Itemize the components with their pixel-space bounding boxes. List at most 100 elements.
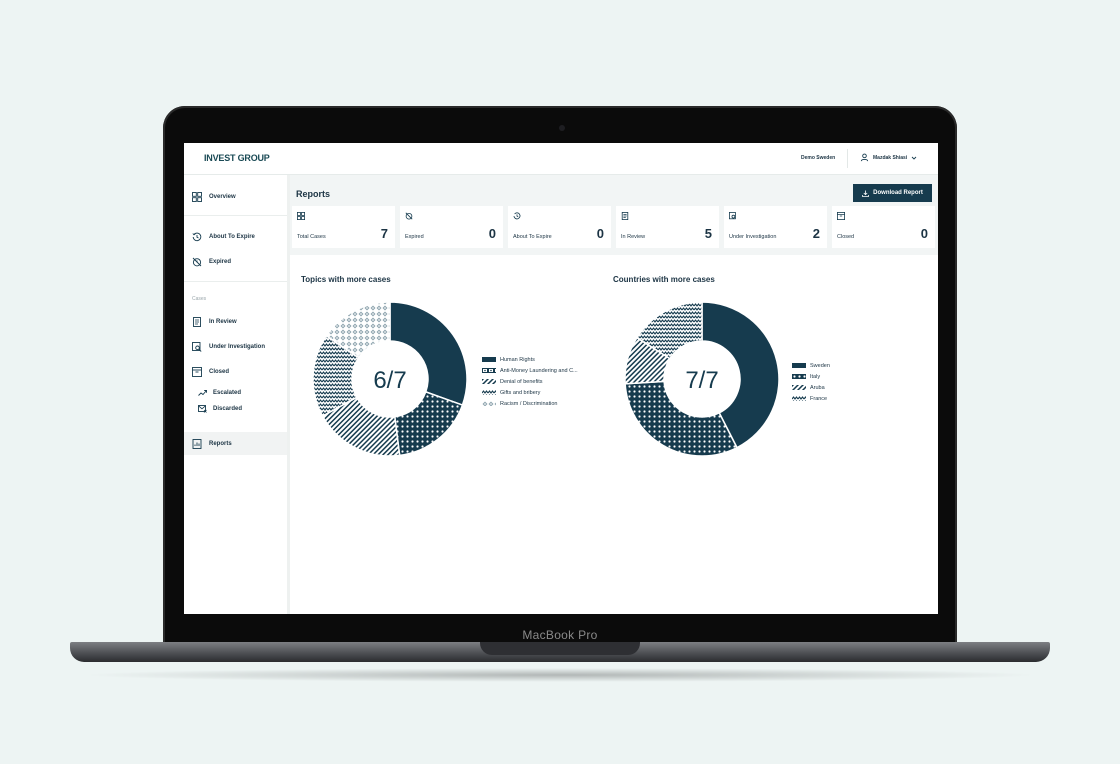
stat-label: About To Expire: [513, 234, 552, 240]
expired-icon: [192, 257, 202, 267]
donut-center-label: 6/7: [373, 367, 406, 394]
grid-icon: [297, 212, 305, 220]
legend-label: Italy: [810, 373, 821, 380]
legend-item-human-rights[interactable]: Human Rights: [482, 354, 578, 365]
stat-card-expired[interactable]: Expired 0: [400, 206, 503, 248]
app-screen: INVEST GROUP Demo Sweden Mazdak Shiasi O…: [184, 143, 938, 614]
history-icon: [513, 212, 521, 220]
download-icon: [862, 190, 870, 197]
legend-swatch: [482, 390, 496, 395]
user-menu[interactable]: Mazdak Shiasi: [860, 153, 917, 162]
legend-swatch: [482, 379, 496, 384]
donut-slice-sweden[interactable]: [701, 301, 780, 449]
stat-card-closed[interactable]: Closed 0: [832, 206, 935, 248]
stat-value: 0: [920, 226, 928, 241]
donut-slice-human-rights[interactable]: [389, 301, 468, 407]
camera: [559, 125, 565, 131]
legend-item-italy[interactable]: Italy: [792, 371, 830, 382]
donut-slice-italy[interactable]: [624, 380, 738, 457]
sidebar-divider: [184, 215, 287, 216]
legend-label: Aruba: [810, 384, 825, 391]
legend-label: Denial of benefits: [500, 378, 543, 385]
legend-label: Racism / Discrimination: [500, 400, 558, 407]
brand-logo[interactable]: INVEST GROUP: [204, 153, 270, 163]
stat-label: In Review: [621, 234, 646, 240]
stat-card-total-cases[interactable]: Total Cases 7: [292, 206, 395, 248]
sidebar-item-label: About To Expire: [209, 234, 255, 240]
sidebar-item-closed[interactable]: Closed: [192, 367, 229, 377]
download-report-button[interactable]: Download Report: [853, 184, 932, 202]
donut-slice-anti-money-laundering-and-c[interactable]: [393, 390, 464, 457]
grid-icon: [192, 192, 202, 202]
document-icon: [621, 212, 629, 220]
trending-up-icon: [198, 390, 207, 396]
legend-item-france[interactable]: France: [792, 393, 830, 404]
laptop-brand-label: MacBook Pro: [522, 628, 598, 642]
top-bar: INVEST GROUP Demo Sweden Mazdak Shiasi: [184, 143, 938, 175]
sidebar-item-discarded[interactable]: Discarded: [198, 405, 242, 413]
sidebar-item-label: Expired: [209, 259, 232, 265]
stat-value: 0: [488, 226, 496, 241]
sidebar-item-label: Closed: [209, 369, 230, 375]
legend-swatch: [792, 363, 806, 368]
legend-item-aruba[interactable]: Aruba: [792, 382, 830, 393]
donut-center-label: 7/7: [685, 367, 718, 394]
legend-swatch: [482, 368, 496, 373]
history-icon: [192, 232, 202, 242]
expired-icon: [405, 212, 413, 220]
laptop-shadow: [80, 668, 1040, 682]
donut-slice-racism-discrimination[interactable]: [325, 301, 391, 359]
stat-card-in-review[interactable]: In Review 5: [616, 206, 719, 248]
sidebar-item-overview[interactable]: Overview: [192, 192, 236, 202]
main-content: Reports Download Report Total Cases 7 Ex…: [290, 175, 938, 614]
archive-icon: [192, 367, 202, 377]
sidebar-active-highlight: [184, 432, 287, 455]
legend-item-racism-discrimination[interactable]: Racism / Discrimination: [482, 398, 578, 409]
legend-label: France: [810, 395, 828, 402]
legend-item-gifts-and-bribery[interactable]: Gifts and bribery: [482, 387, 578, 398]
stat-label: Closed: [837, 234, 855, 240]
stat-value: 5: [704, 226, 712, 241]
legend-swatch: [792, 385, 806, 390]
donut-slice-france[interactable]: [635, 301, 703, 360]
legend-item-anti-money-laundering-and-c[interactable]: Anti-Money Laundering and C...: [482, 365, 578, 376]
sidebar-section-cases: Cases: [192, 296, 207, 302]
stat-card-about-to-expire[interactable]: About To Expire 0: [508, 206, 611, 248]
chart-title-countries: Countries with more cases: [613, 275, 715, 284]
sidebar-item-in-review[interactable]: In Review: [192, 317, 237, 327]
page-title: Reports: [296, 189, 331, 199]
stat-label: Under Investigation: [729, 234, 777, 240]
topics-donut-chart: 6/7: [312, 301, 468, 457]
legend-item-sweden[interactable]: Sweden: [792, 360, 830, 371]
reports-icon: [192, 439, 202, 449]
investigation-icon: [729, 212, 736, 220]
sidebar-item-label: Overview: [209, 194, 236, 200]
sidebar-item-label: Escalated: [213, 390, 242, 396]
organization-name[interactable]: Demo Sweden: [801, 155, 836, 161]
stat-value: 7: [380, 226, 388, 241]
legend-label: Gifts and bribery: [500, 389, 541, 396]
sidebar-item-reports[interactable]: Reports: [192, 439, 232, 449]
charts-panel: Topics with more cases 6/7 Human Rights A…: [290, 255, 938, 614]
sidebar-item-label: Discarded: [213, 406, 243, 412]
sidebar-item-under-investigation[interactable]: Under Investigation: [192, 342, 265, 352]
sidebar-item-label: Reports: [209, 441, 232, 447]
countries-donut-chart: 7/7: [624, 301, 780, 457]
legend-item-denial-of-benefits[interactable]: Denial of benefits: [482, 376, 578, 387]
stat-card-under-investigation[interactable]: Under Investigation 2: [724, 206, 827, 248]
user-icon: [860, 153, 869, 162]
stat-value: 2: [812, 226, 820, 241]
sidebar-item-label: Under Investigation: [209, 344, 266, 350]
laptop-base: [70, 642, 1050, 662]
legend-swatch: [482, 401, 496, 406]
legend-swatch: [792, 374, 806, 379]
stat-value: 0: [596, 226, 604, 241]
sidebar-item-escalated[interactable]: Escalated: [198, 389, 241, 397]
investigation-icon: [192, 342, 202, 352]
sidebar-item-about-to-expire[interactable]: About To Expire: [192, 232, 255, 242]
topics-legend: Human Rights Anti-Money Laundering and C.…: [482, 354, 578, 409]
sidebar-item-expired[interactable]: Expired: [192, 257, 231, 267]
legend-label: Human Rights: [500, 356, 535, 363]
archive-icon: [837, 212, 845, 220]
legend-swatch: [482, 357, 496, 362]
